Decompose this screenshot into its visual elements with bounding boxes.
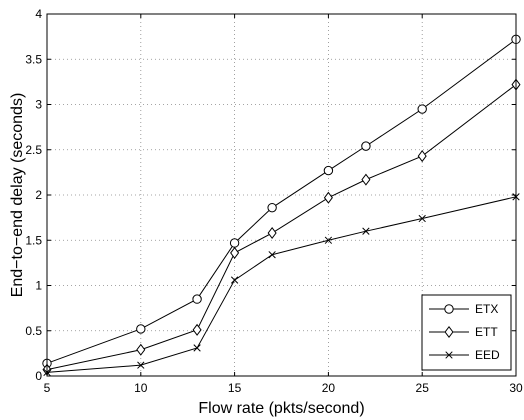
- data-point-etx: [267, 202, 277, 213]
- legend-marker-etx: [444, 304, 454, 314]
- y-tick-label: 3.5: [25, 52, 42, 66]
- data-point-etx: [417, 104, 427, 114]
- data-point-etx: [192, 294, 202, 304]
- y-tick-label: 2.5: [25, 143, 42, 157]
- x-axis-title: Flow rate (pkts/second): [198, 400, 364, 417]
- legend-label-eed: EED: [475, 348, 500, 362]
- data-point-ett: [361, 173, 371, 186]
- data-point-eed: [193, 344, 201, 352]
- y-axis-title: End−to−end delay (seconds): [9, 93, 26, 298]
- series-etx: [42, 34, 521, 369]
- legend-entry-ett: ETT: [429, 325, 498, 339]
- series-eed: [43, 193, 520, 377]
- data-point-eed: [268, 251, 276, 259]
- data-point-ett: [417, 150, 427, 163]
- data-point-ett: [230, 246, 240, 259]
- legend: ETX ETT EED: [421, 294, 512, 371]
- legend-entry-etx: ETX: [429, 302, 498, 316]
- y-tick-label: 4: [35, 7, 42, 21]
- y-tick-label: 1.5: [25, 233, 42, 247]
- data-point-ett: [323, 191, 333, 204]
- data-point-etx: [136, 324, 146, 334]
- data-point-etx: [323, 165, 334, 176]
- data-point-eed: [362, 227, 370, 235]
- data-point-eed: [418, 214, 426, 223]
- data-point-etx: [361, 141, 371, 151]
- legend-label-etx: ETX: [475, 302, 498, 316]
- data-point-etx: [229, 238, 240, 248]
- y-tick-label: 1: [35, 279, 42, 293]
- series-layer: [42, 34, 521, 377]
- x-tick-label: 15: [228, 381, 242, 395]
- y-tick-label: 0: [35, 369, 42, 383]
- data-point-ett: [136, 343, 146, 356]
- legend-marker-eed: [445, 351, 453, 359]
- data-point-ett: [192, 323, 202, 336]
- x-tick-label: 10: [134, 381, 148, 395]
- x-tick-label: 5: [44, 381, 51, 395]
- y-tick-label: 0.5: [25, 324, 42, 338]
- x-tick-label: 30: [509, 381, 523, 395]
- legend-marker-ett: [444, 325, 454, 339]
- data-point-ett: [267, 226, 277, 240]
- y-tick-label: 2: [35, 188, 42, 202]
- legend-entry-eed: EED: [429, 348, 500, 362]
- data-point-eed: [324, 236, 333, 244]
- x-tick-label: 20: [322, 381, 336, 395]
- series-ett: [42, 78, 521, 376]
- data-point-eed: [137, 361, 145, 369]
- legend-label-ett: ETT: [475, 325, 498, 339]
- y-tick-label: 3: [35, 98, 42, 112]
- x-tick-label: 25: [416, 381, 430, 395]
- data-point-eed: [230, 276, 239, 284]
- axis-ticks: 5 10 15 20 25 30 0 0.5 1 1.5 2 2.5 3 3.5 4: [25, 7, 523, 395]
